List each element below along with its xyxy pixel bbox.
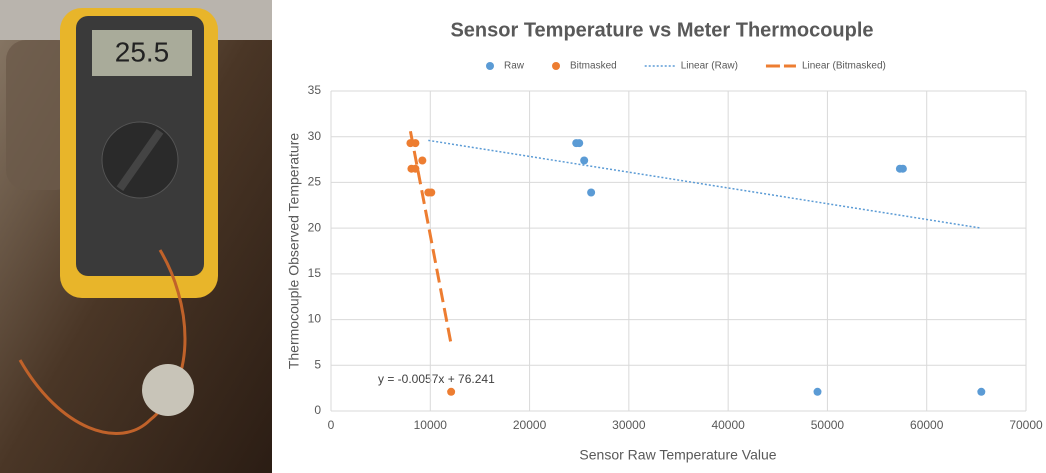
x-tick-label: 20000 [513, 418, 547, 432]
point [898, 164, 907, 173]
chart-title: Sensor Temperature vs Meter Thermocouple [450, 19, 873, 41]
point [427, 188, 436, 197]
trendline-equation: y = -0.0057x + 76.241 [378, 372, 495, 386]
meter-display [92, 30, 192, 76]
glass [6, 40, 76, 190]
legend-label: Raw [504, 61, 525, 72]
x-tick-label: 50000 [811, 418, 845, 432]
point [447, 387, 456, 396]
legend-label: Bitmasked [570, 61, 617, 72]
dial-knob [116, 129, 164, 191]
trendline [428, 139, 982, 229]
y-tick-label: 10 [308, 312, 322, 326]
meter-reading: 25.5 [115, 36, 170, 67]
point [977, 387, 986, 396]
chart: Sensor Temperature vs Meter Thermocouple… [286, 19, 874, 462]
legend-key [486, 62, 494, 70]
legend-key [552, 62, 561, 70]
y-tick-label: 30 [308, 129, 322, 143]
x-axis-label: Sensor Raw Temperature Value [579, 447, 776, 463]
y-tick-label: 35 [308, 83, 322, 97]
point [575, 139, 584, 148]
y-tick-label: 15 [308, 266, 322, 280]
y-tick-label: 0 [314, 403, 321, 417]
y-axis-label: Thermocouple Observed Temperature [286, 133, 302, 370]
photo: 25.5 [0, 0, 272, 473]
y-tick-label: 25 [308, 175, 322, 189]
point [580, 156, 589, 165]
legend-label: Linear (Bitmasked) [802, 61, 886, 72]
y-tick-label: 20 [308, 220, 322, 234]
x-tick-label: 40000 [711, 418, 745, 432]
trendline [408, 130, 453, 345]
legend-label: Linear (Raw) [681, 61, 738, 72]
point [587, 188, 596, 197]
x-tick-label: 60000 [910, 418, 944, 432]
point [813, 387, 822, 396]
x-tick-label: 70000 [1009, 418, 1043, 432]
sensor [142, 364, 194, 416]
probe-wire [18, 249, 187, 435]
x-tick-label: 30000 [612, 418, 646, 432]
point [418, 156, 427, 165]
x-tick-label: 0 [328, 418, 335, 432]
y-tick-label: 5 [314, 357, 321, 371]
x-tick-label: 10000 [414, 418, 448, 432]
